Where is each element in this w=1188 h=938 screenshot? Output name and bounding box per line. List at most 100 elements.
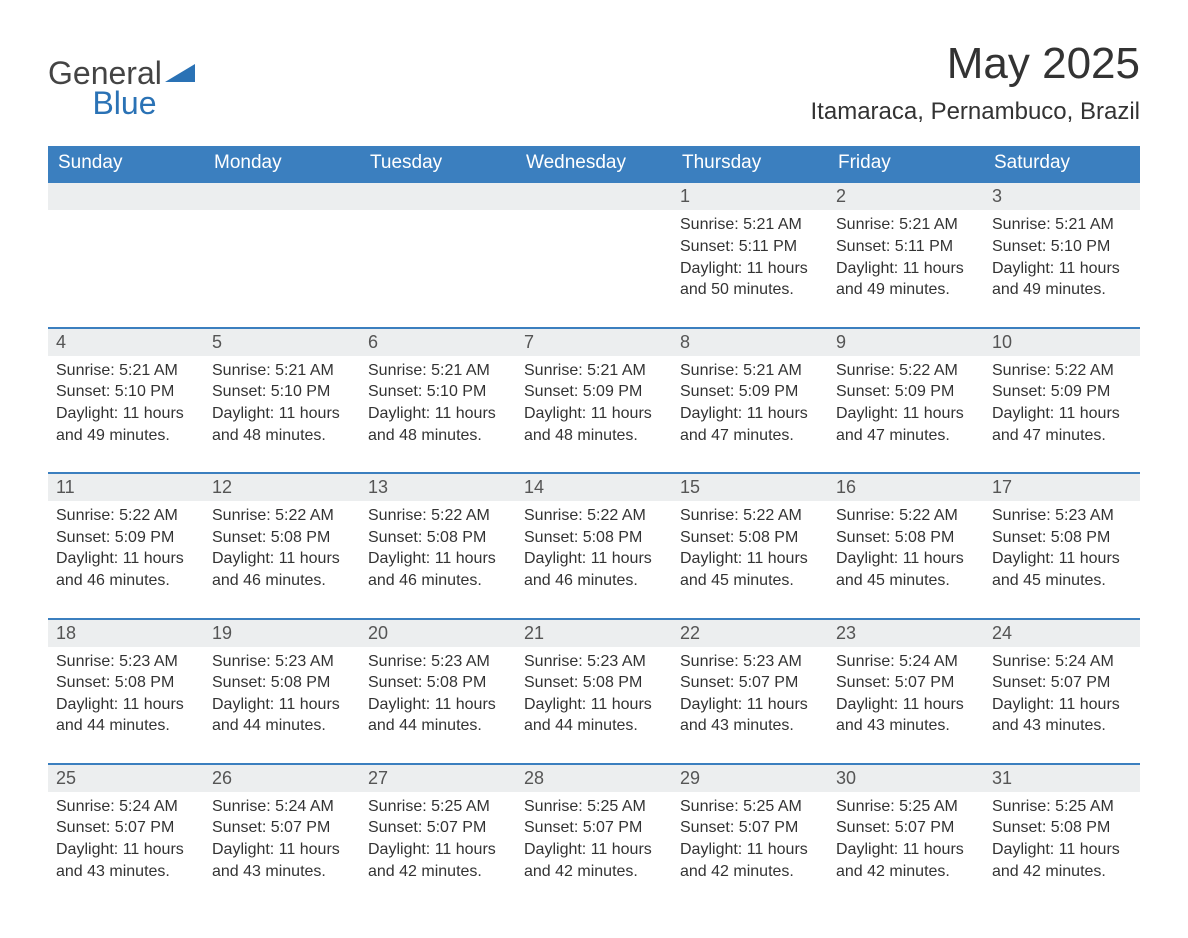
daylight-line-2: and 49 minutes. bbox=[56, 425, 196, 447]
day-details: Sunrise: 5:23 AMSunset: 5:08 PMDaylight:… bbox=[204, 647, 360, 763]
day-details: Sunrise: 5:25 AMSunset: 5:07 PMDaylight:… bbox=[828, 792, 984, 908]
daylight-line-2: and 48 minutes. bbox=[524, 425, 664, 447]
calendar-day-cell: 26Sunrise: 5:24 AMSunset: 5:07 PMDayligh… bbox=[204, 763, 360, 908]
sunrise-line: Sunrise: 5:23 AM bbox=[524, 651, 664, 673]
sunrise-line: Sunrise: 5:22 AM bbox=[524, 505, 664, 527]
weekday-header-row: SundayMondayTuesdayWednesdayThursdayFrid… bbox=[48, 146, 1140, 181]
calendar-day-cell: 31Sunrise: 5:25 AMSunset: 5:08 PMDayligh… bbox=[984, 763, 1140, 908]
daylight-line-1: Daylight: 11 hours bbox=[680, 403, 820, 425]
sunset-line: Sunset: 5:08 PM bbox=[680, 527, 820, 549]
sunset-line: Sunset: 5:07 PM bbox=[680, 672, 820, 694]
daylight-line-2: and 44 minutes. bbox=[212, 715, 352, 737]
sunrise-line: Sunrise: 5:25 AM bbox=[368, 796, 508, 818]
day-number bbox=[204, 181, 360, 210]
sunset-line: Sunset: 5:10 PM bbox=[212, 381, 352, 403]
sunset-line: Sunset: 5:10 PM bbox=[368, 381, 508, 403]
sunset-line: Sunset: 5:09 PM bbox=[680, 381, 820, 403]
day-number: 23 bbox=[828, 618, 984, 647]
sunrise-line: Sunrise: 5:24 AM bbox=[992, 651, 1132, 673]
daylight-line-2: and 45 minutes. bbox=[680, 570, 820, 592]
sunrise-line: Sunrise: 5:25 AM bbox=[992, 796, 1132, 818]
sunset-line: Sunset: 5:07 PM bbox=[368, 817, 508, 839]
daylight-line-2: and 42 minutes. bbox=[368, 861, 508, 883]
sunset-line: Sunset: 5:07 PM bbox=[992, 672, 1132, 694]
day-details: Sunrise: 5:22 AMSunset: 5:08 PMDaylight:… bbox=[204, 501, 360, 617]
day-number: 31 bbox=[984, 763, 1140, 792]
daylight-line-1: Daylight: 11 hours bbox=[992, 403, 1132, 425]
sunrise-line: Sunrise: 5:22 AM bbox=[368, 505, 508, 527]
weekday-header: Sunday bbox=[48, 146, 204, 181]
sunset-line: Sunset: 5:11 PM bbox=[836, 236, 976, 258]
calendar-day-cell: 4Sunrise: 5:21 AMSunset: 5:10 PMDaylight… bbox=[48, 327, 204, 472]
day-number: 14 bbox=[516, 472, 672, 501]
calendar-day-cell: 17Sunrise: 5:23 AMSunset: 5:08 PMDayligh… bbox=[984, 472, 1140, 617]
daylight-line-1: Daylight: 11 hours bbox=[212, 548, 352, 570]
calendar-week-row: 1Sunrise: 5:21 AMSunset: 5:11 PMDaylight… bbox=[48, 181, 1140, 326]
day-details: Sunrise: 5:25 AMSunset: 5:07 PMDaylight:… bbox=[360, 792, 516, 908]
calendar-day-cell: 22Sunrise: 5:23 AMSunset: 5:07 PMDayligh… bbox=[672, 618, 828, 763]
daylight-line-2: and 42 minutes. bbox=[680, 861, 820, 883]
day-number: 29 bbox=[672, 763, 828, 792]
daylight-line-2: and 43 minutes. bbox=[680, 715, 820, 737]
sunset-line: Sunset: 5:10 PM bbox=[56, 381, 196, 403]
calendar-day-cell: 23Sunrise: 5:24 AMSunset: 5:07 PMDayligh… bbox=[828, 618, 984, 763]
daylight-line-2: and 43 minutes. bbox=[836, 715, 976, 737]
sunrise-line: Sunrise: 5:21 AM bbox=[368, 360, 508, 382]
sunrise-line: Sunrise: 5:21 AM bbox=[680, 214, 820, 236]
sunset-line: Sunset: 5:08 PM bbox=[368, 527, 508, 549]
day-number bbox=[516, 181, 672, 210]
day-details bbox=[516, 210, 672, 298]
brand-logo-text: General Blue bbox=[48, 58, 162, 119]
daylight-line-1: Daylight: 11 hours bbox=[680, 258, 820, 280]
day-number: 27 bbox=[360, 763, 516, 792]
day-details: Sunrise: 5:24 AMSunset: 5:07 PMDaylight:… bbox=[204, 792, 360, 908]
daylight-line-2: and 43 minutes. bbox=[992, 715, 1132, 737]
sunrise-line: Sunrise: 5:24 AM bbox=[212, 796, 352, 818]
calendar-day-cell: 7Sunrise: 5:21 AMSunset: 5:09 PMDaylight… bbox=[516, 327, 672, 472]
day-number: 26 bbox=[204, 763, 360, 792]
day-number: 20 bbox=[360, 618, 516, 647]
daylight-line-2: and 47 minutes. bbox=[992, 425, 1132, 447]
day-number: 16 bbox=[828, 472, 984, 501]
calendar-table: SundayMondayTuesdayWednesdayThursdayFrid… bbox=[48, 146, 1140, 908]
daylight-line-1: Daylight: 11 hours bbox=[992, 258, 1132, 280]
daylight-line-2: and 42 minutes. bbox=[836, 861, 976, 883]
title-block: May 2025 Itamaraca, Pernambuco, Brazil bbox=[811, 40, 1140, 140]
day-details: Sunrise: 5:21 AMSunset: 5:10 PMDaylight:… bbox=[204, 356, 360, 472]
day-details: Sunrise: 5:23 AMSunset: 5:08 PMDaylight:… bbox=[48, 647, 204, 763]
day-number: 12 bbox=[204, 472, 360, 501]
calendar-day-cell: 2Sunrise: 5:21 AMSunset: 5:11 PMDaylight… bbox=[828, 181, 984, 326]
calendar-day-cell: 28Sunrise: 5:25 AMSunset: 5:07 PMDayligh… bbox=[516, 763, 672, 908]
day-number bbox=[48, 181, 204, 210]
daylight-line-1: Daylight: 11 hours bbox=[836, 258, 976, 280]
daylight-line-2: and 46 minutes. bbox=[524, 570, 664, 592]
calendar-week-row: 18Sunrise: 5:23 AMSunset: 5:08 PMDayligh… bbox=[48, 618, 1140, 763]
day-details: Sunrise: 5:25 AMSunset: 5:07 PMDaylight:… bbox=[516, 792, 672, 908]
calendar-day-cell: 29Sunrise: 5:25 AMSunset: 5:07 PMDayligh… bbox=[672, 763, 828, 908]
sunrise-line: Sunrise: 5:23 AM bbox=[56, 651, 196, 673]
day-details: Sunrise: 5:22 AMSunset: 5:09 PMDaylight:… bbox=[48, 501, 204, 617]
sunset-line: Sunset: 5:07 PM bbox=[836, 672, 976, 694]
day-number: 30 bbox=[828, 763, 984, 792]
daylight-line-1: Daylight: 11 hours bbox=[56, 403, 196, 425]
calendar-day-cell bbox=[48, 181, 204, 326]
sunset-line: Sunset: 5:08 PM bbox=[212, 527, 352, 549]
day-details: Sunrise: 5:25 AMSunset: 5:07 PMDaylight:… bbox=[672, 792, 828, 908]
daylight-line-1: Daylight: 11 hours bbox=[524, 403, 664, 425]
calendar-day-cell: 13Sunrise: 5:22 AMSunset: 5:08 PMDayligh… bbox=[360, 472, 516, 617]
daylight-line-1: Daylight: 11 hours bbox=[524, 694, 664, 716]
daylight-line-1: Daylight: 11 hours bbox=[212, 694, 352, 716]
day-details: Sunrise: 5:21 AMSunset: 5:09 PMDaylight:… bbox=[516, 356, 672, 472]
sunset-line: Sunset: 5:08 PM bbox=[524, 527, 664, 549]
day-details: Sunrise: 5:25 AMSunset: 5:08 PMDaylight:… bbox=[984, 792, 1140, 908]
sunset-line: Sunset: 5:09 PM bbox=[836, 381, 976, 403]
sunset-line: Sunset: 5:08 PM bbox=[524, 672, 664, 694]
daylight-line-2: and 44 minutes. bbox=[368, 715, 508, 737]
weekday-header: Saturday bbox=[984, 146, 1140, 181]
daylight-line-2: and 43 minutes. bbox=[212, 861, 352, 883]
day-number: 28 bbox=[516, 763, 672, 792]
calendar-day-cell: 8Sunrise: 5:21 AMSunset: 5:09 PMDaylight… bbox=[672, 327, 828, 472]
daylight-line-2: and 42 minutes. bbox=[524, 861, 664, 883]
daylight-line-2: and 46 minutes. bbox=[212, 570, 352, 592]
calendar-day-cell: 9Sunrise: 5:22 AMSunset: 5:09 PMDaylight… bbox=[828, 327, 984, 472]
